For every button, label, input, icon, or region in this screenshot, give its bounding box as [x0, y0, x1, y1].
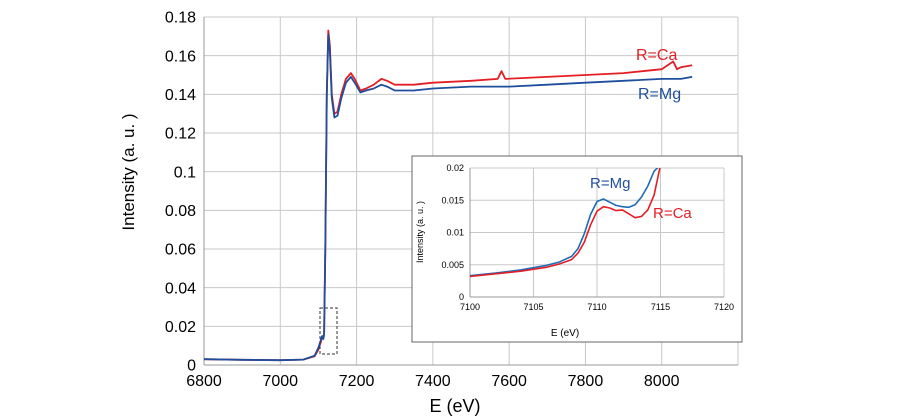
inset-y-tick-label: 0.02 [446, 163, 464, 173]
main-x-tick-label: 7600 [491, 373, 527, 390]
inset-y-tick-label: 0.01 [446, 228, 464, 238]
inset-series-line-r-ca [470, 168, 661, 278]
inset-x-axis-label: E (eV) [551, 328, 579, 339]
inset-y-tick-label: 0.005 [441, 260, 464, 270]
main-x-tick-label: 7800 [568, 373, 604, 390]
main-y-tick-label: 0.12 [165, 126, 196, 143]
main-x-tick-label: 6800 [186, 373, 222, 390]
main-y-axis-label: Intensity (a. u. ) [119, 113, 138, 230]
inset-grid [469, 167, 725, 298]
main-y-tick-label: 0.16 [165, 48, 196, 65]
main-x-axis-label: E (eV) [429, 396, 480, 416]
inset-y-tick-label: 0 [459, 292, 464, 302]
main-legend-ca: R=Ca [636, 47, 677, 64]
main-y-tick-label: 0.1 [174, 164, 196, 181]
main-y-tick-label: 0.06 [165, 242, 196, 259]
inset-series [470, 168, 661, 278]
main-y-tick-label: 0.08 [165, 203, 196, 220]
inset-x-tick-label: 7100 [460, 302, 480, 312]
main-x-tick-label: 7000 [262, 373, 298, 390]
main-y-tick-label: 0.14 [165, 87, 196, 104]
inset-y-axis-label: Intensity (a. u. ) [415, 201, 425, 263]
main-y-tick-label: 0.04 [165, 280, 196, 297]
inset-x-tick-label: 7115 [651, 302, 670, 312]
inset-legend-mg: R=Mg [590, 175, 630, 192]
main-x-tick-label: 7400 [415, 373, 451, 390]
main-y-tick-label: 0.18 [165, 10, 196, 27]
main-ticks: 0 0.02 0.04 0.06 0.08 0.1 0.12 0.14 0.16 0.18 6800… [165, 10, 680, 390]
main-x-tick-label: 7200 [339, 373, 375, 390]
main-legend-mg: R=Mg [638, 86, 681, 103]
inset-x-tick-label: 7120 [714, 302, 734, 312]
inset-x-tick-label: 7105 [523, 302, 543, 312]
inset-ticks: 0 0.005 0.01 0.015 0.02 7100 7105 7110 7115 7120 [441, 163, 734, 312]
inset-x-tick-label: 7110 [587, 302, 606, 312]
inset-y-tick-label: 0.015 [441, 195, 464, 205]
inset-legend-ca: R=Ca [653, 205, 692, 222]
main-y-tick-label: 0 [187, 358, 196, 375]
inset-series-line-r-mg [470, 168, 659, 277]
zoom-region-box [319, 307, 338, 355]
main-y-tick-label: 0.02 [165, 319, 196, 336]
main-x-tick-label: 8000 [644, 373, 680, 390]
